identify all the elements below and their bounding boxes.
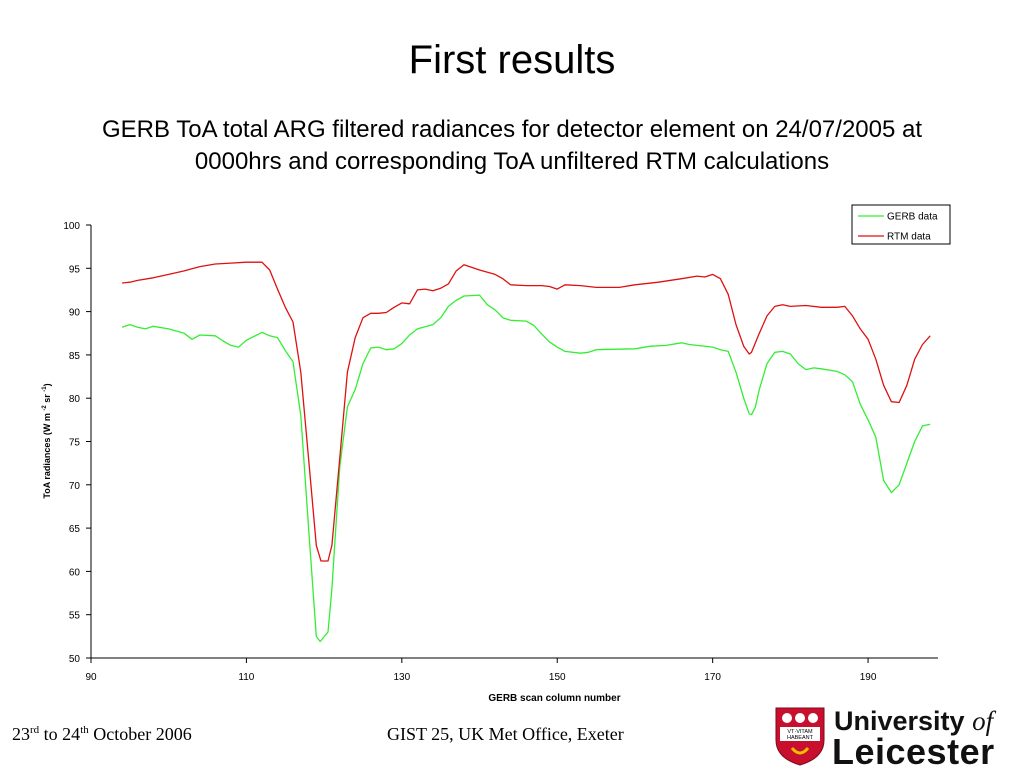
x-axis-label: GERB scan column number xyxy=(488,693,620,704)
series-line-gerb-data xyxy=(121,294,931,643)
x-tick-label: 190 xyxy=(860,672,877,683)
footer-date: 23rd to 24th October 2006 xyxy=(12,724,192,745)
y-tick-label: 55 xyxy=(69,611,81,622)
y-tick-label: 95 xyxy=(69,264,81,275)
subtitle-line-1: GERB ToA total ARG filtered radiances fo… xyxy=(101,116,923,143)
chart-series xyxy=(121,261,931,643)
y-axis-label: ToA radiances (W m -2 sr -1) xyxy=(42,383,52,498)
logo-text-university: University of xyxy=(834,706,994,736)
svg-text:HABEANT: HABEANT xyxy=(787,735,814,741)
footer-date-day1: 23 xyxy=(12,724,30,744)
y-tick-label: 90 xyxy=(69,308,81,319)
y-tick-label: 100 xyxy=(63,221,80,232)
x-tick-label: 150 xyxy=(549,672,566,683)
y-tick-label: 60 xyxy=(69,567,81,578)
y-tick-label: 85 xyxy=(69,351,81,362)
footer-date-suffix1: rd xyxy=(30,724,40,736)
footer-date-day2: to 24 xyxy=(39,724,81,744)
logo-text-leicester: Leicester xyxy=(832,731,995,772)
slide-subtitle: GERB ToA total ARG filtered radiances fo… xyxy=(0,114,1024,178)
chart-legend: GERB data RTM data xyxy=(851,204,951,245)
x-tick-label: 110 xyxy=(238,672,254,683)
y-tick-label: 50 xyxy=(69,654,81,665)
x-tick-label: 90 xyxy=(85,672,97,683)
x-tick-label: 130 xyxy=(393,672,410,683)
footer-date-month: October 2006 xyxy=(88,724,192,744)
footer-venue: GIST 25, UK Met Office, Exeter xyxy=(387,724,624,744)
y-tick-label: 70 xyxy=(69,481,81,492)
y-tick-label: 65 xyxy=(69,524,81,535)
legend-label: GERB data xyxy=(887,212,938,223)
legend-box xyxy=(851,204,951,245)
legend-label: RTM data xyxy=(887,232,931,243)
chart-axes: 50 55 60 65 70 75 80 85 90 95 100 90 110 130 150 170 190… xyxy=(42,221,938,704)
svg-text:VT·VITAM: VT·VITAM xyxy=(787,729,813,735)
y-tick-label: 75 xyxy=(69,438,81,449)
slide-title: First results xyxy=(408,38,616,82)
x-tick-label: 170 xyxy=(704,672,721,683)
series-line-rtm-data xyxy=(122,261,931,562)
shield-icon: VT·VITAM HABEANT xyxy=(775,707,825,766)
university-logo: VT·VITAM HABEANT University of Leicester xyxy=(774,706,1022,772)
subtitle-line-2: 0000hrs and corresponding ToA unfiltered… xyxy=(194,148,830,175)
y-tick-label: 80 xyxy=(69,394,81,405)
footer-date-suffix2: th xyxy=(80,724,89,736)
